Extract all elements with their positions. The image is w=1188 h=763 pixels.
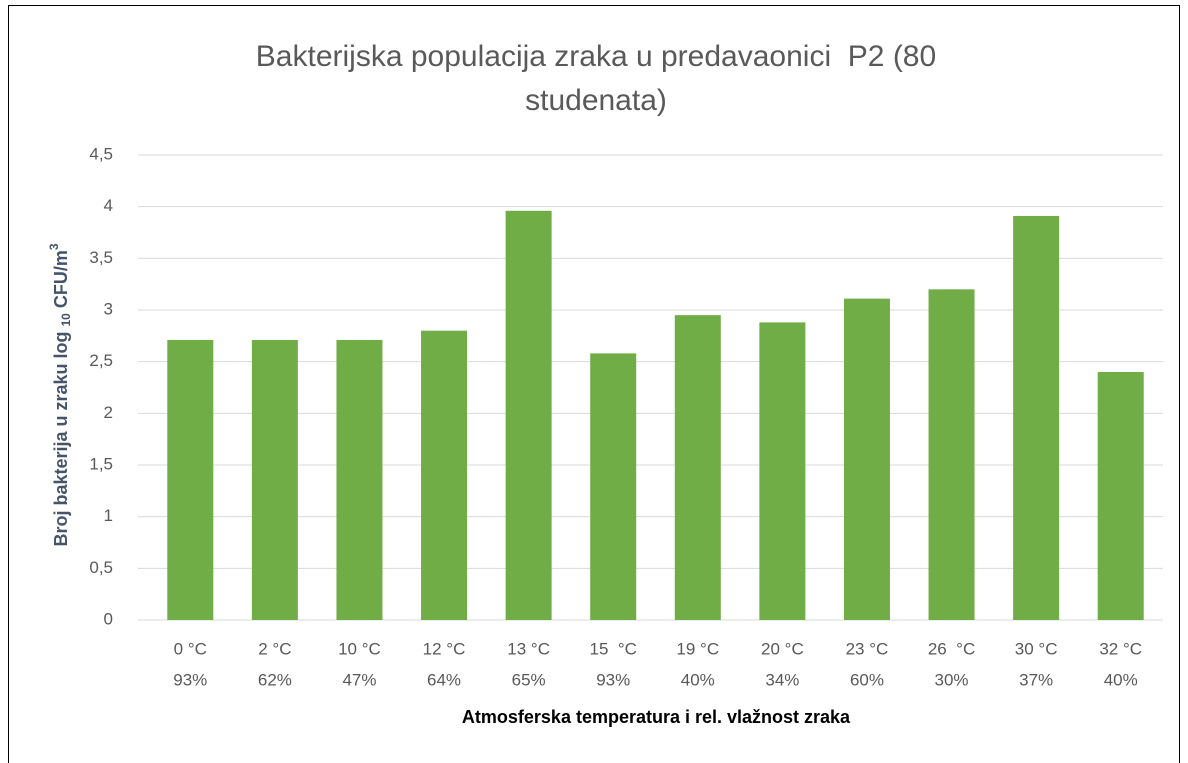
x-tick-label: 37% [1019,670,1053,689]
y-tick-label: 0 [104,609,113,628]
y-label-part: Broj bakterija u zraku log [51,326,71,546]
bar [421,330,468,620]
chart-title: studenata) [525,84,667,117]
bar [336,339,383,620]
x-tick-label: 30 °C [1015,639,1058,658]
y-tick-label: 3 [104,299,113,318]
x-tick-label: 40% [1104,670,1138,689]
x-tick-label: 10 °C [338,639,381,658]
x-tick-label: 23 °C [846,639,889,658]
chart-title: Bakterijska populacija zraka u predavaon… [256,40,936,73]
y-tick-label: 4,5 [89,144,113,163]
x-tick-label: 30% [935,670,969,689]
x-tick-label: 32 °C [1099,639,1142,658]
bar [759,322,806,620]
y-tick-label: 4 [104,196,113,215]
x-tick-label: 47% [342,670,376,689]
x-tick-label: 65% [512,670,546,689]
x-tick-label: 20 °C [761,639,804,658]
x-tick-label: 19 °C [676,639,719,658]
x-tick-label: 93% [596,670,630,689]
y-label-part: CFU/m [51,250,71,313]
x-tick-label: 0 °C [174,639,207,658]
y-axis-label: Broj bakterija u zraku log 10 CFU/m3 [47,243,73,546]
bar [251,339,298,620]
y-label-sub: 10 [59,313,73,327]
x-tick-label: 15 °C [589,639,636,658]
x-tick-label: 2 °C [258,639,291,658]
bar [843,298,890,620]
y-tick-label: 0,5 [89,558,113,577]
x-tick-label: 62% [258,670,292,689]
y-label-sup: 3 [47,243,61,250]
x-axis-label: Atmosferska temperatura i rel. vlažnost … [462,707,851,727]
bar [167,339,214,620]
bar [590,353,637,620]
x-tick-label: 60% [850,670,884,689]
bar [505,210,552,621]
y-tick-label: 2 [104,403,113,422]
y-tick-label: 2,5 [89,351,113,370]
bar [928,289,975,620]
x-tick-label: 40% [681,670,715,689]
x-tick-label: 12 °C [423,639,466,658]
bar [1097,372,1144,620]
bar [674,315,721,620]
x-tick-label: 13 °C [507,639,550,658]
y-tick-label: 3,5 [89,248,113,267]
x-tick-label: 64% [427,670,461,689]
x-tick-label: 93% [173,670,207,689]
x-tick-label: 26 °C [928,639,975,658]
y-tick-label: 1 [104,506,113,525]
x-tick-label: 34% [765,670,799,689]
y-tick-label: 1,5 [89,454,113,473]
bar [1013,215,1060,620]
